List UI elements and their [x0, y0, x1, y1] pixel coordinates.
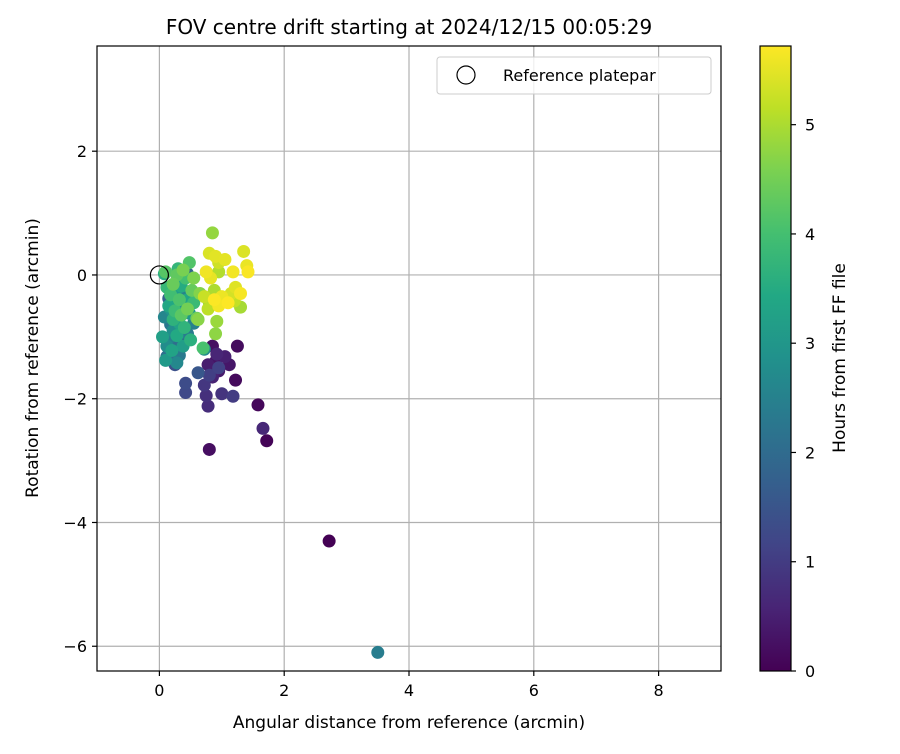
scatter-point [165, 343, 179, 357]
x-tick-label: 6 [529, 681, 539, 700]
y-tick-label: 0 [77, 266, 87, 285]
y-tick-label: −6 [63, 637, 87, 656]
scatter-point [176, 263, 190, 277]
colorbar-ticks: 0 1 2 3 4 5 [791, 116, 815, 681]
legend: Reference platepar [436, 56, 712, 95]
y-axis-ticks: −6 −4 −2 0 2 [63, 142, 97, 656]
y-axis-label: Rotation from reference (arcmin) [23, 218, 43, 498]
scatter-point [221, 296, 235, 310]
scatter-point [226, 265, 240, 279]
legend-reference-marker [456, 65, 476, 85]
colorbar-label: Hours from first FF file [830, 263, 850, 453]
reference-marker-layer [149, 265, 169, 285]
legend-box [436, 56, 712, 95]
scatter-point [184, 333, 198, 347]
scatter-point [172, 293, 186, 307]
y-tick-label: −4 [63, 513, 87, 532]
scatter-point [210, 347, 224, 361]
scatter-point [179, 386, 193, 400]
scatter-point [191, 366, 205, 380]
scatter-point [322, 534, 336, 548]
scatter-point [159, 265, 173, 279]
scatter-point [159, 353, 173, 367]
x-tick-label: 0 [154, 681, 164, 700]
scatter-point [179, 376, 193, 390]
scatter-point [215, 387, 229, 401]
scatter-point [241, 265, 255, 279]
colorbar-tick-label: 4 [805, 225, 815, 244]
scatter-point [201, 399, 215, 413]
x-axis-label: Angular distance from reference (arcmin) [233, 713, 585, 733]
colorbar-tick-label: 0 [805, 662, 815, 681]
colorbar-gradient [759, 45, 792, 672]
chart-title: FOV centre drift starting at 2024/12/15 … [166, 15, 652, 39]
scatter-point [202, 368, 216, 382]
scatter-point [199, 265, 213, 279]
scatter-point [187, 271, 201, 285]
scatter-point [201, 302, 215, 316]
scatter-point [218, 252, 232, 266]
colorbar: 0 1 2 3 4 5 Hours from first FF file [759, 45, 850, 681]
scatter-point [256, 421, 270, 435]
scatter-point [205, 226, 219, 240]
colorbar-tick-label: 3 [805, 334, 815, 353]
scatter-point [237, 244, 251, 258]
scatter-point [202, 442, 216, 456]
scatter-point [234, 287, 248, 301]
scatter-point [207, 293, 221, 307]
scatter-point [229, 373, 243, 387]
y-tick-label: −2 [63, 390, 87, 409]
x-axis-ticks: 0 2 4 6 8 [154, 671, 664, 700]
scatter-point [166, 277, 180, 291]
y-tick-label: 2 [77, 142, 87, 161]
scatter-point [180, 302, 194, 316]
colorbar-tick-label: 2 [805, 443, 815, 462]
scatter-point [197, 378, 211, 392]
scatter-point [177, 321, 191, 335]
scatter-point [251, 398, 265, 412]
scatter-point [212, 361, 226, 375]
scatter-point [156, 330, 170, 344]
scatter-point [196, 341, 210, 355]
x-tick-label: 4 [404, 681, 414, 700]
scatter-points [156, 226, 385, 659]
scatter-point [371, 645, 385, 659]
scatter-point [210, 314, 224, 328]
scatter-point [199, 389, 213, 403]
scatter-point [226, 389, 240, 403]
scatter-point [170, 356, 184, 370]
colorbar-tick-label: 5 [805, 116, 815, 135]
x-tick-label: 8 [654, 681, 664, 700]
scatter-point [260, 434, 274, 448]
scatter-point [230, 339, 244, 353]
scatter-point [197, 290, 211, 304]
scatter-point [201, 358, 215, 372]
scatter-point [191, 313, 205, 327]
reference-platepar-marker [149, 265, 169, 285]
legend-entry-reference: Reference platepar [503, 66, 656, 85]
colorbar-tick-label: 1 [805, 553, 815, 572]
x-tick-label: 2 [279, 681, 289, 700]
scatter-point [209, 327, 223, 341]
